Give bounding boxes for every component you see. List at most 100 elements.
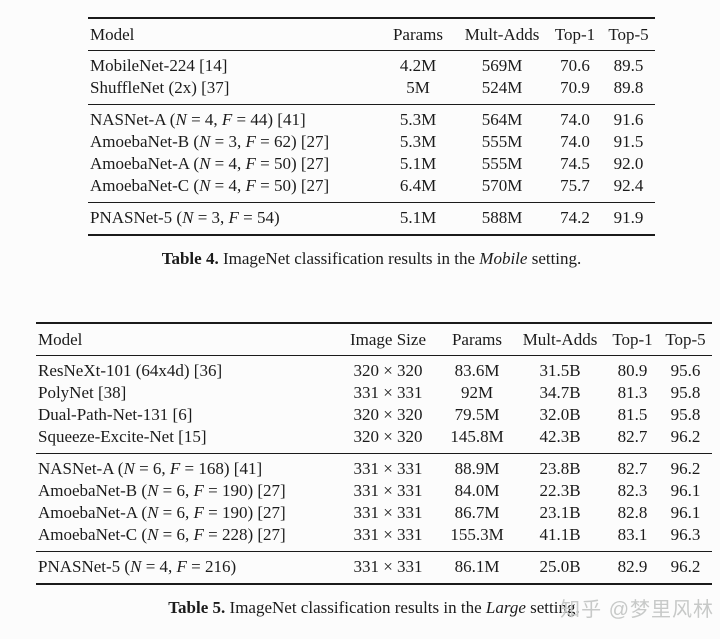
table4-caption-setting: Mobile xyxy=(479,249,528,268)
table5-header: Model Image Size Params Mult-Adds Top-1 … xyxy=(36,323,712,356)
params-cell: 86.7M xyxy=(454,503,500,522)
multadds-cell: 564M xyxy=(481,110,523,129)
top1-cell: 82.3 xyxy=(617,481,648,500)
table-row: PNASNet-5 (N = 3, F = 54) 5.1M 588M 74.2… xyxy=(88,203,655,236)
column-header-params: Params xyxy=(380,18,456,51)
image-size-cell: 320 × 320 xyxy=(353,405,423,424)
top1-cell: 70.9 xyxy=(560,78,590,97)
table-row: AmoebaNet-A (N = 4, F = 50) [27] 5.1M 55… xyxy=(88,153,655,175)
model-cell: AmoebaNet-B (N = 3, F = 62) [27] xyxy=(90,132,330,151)
image-size-cell: 320 × 320 xyxy=(353,361,423,380)
top5-cell: 89.8 xyxy=(613,78,644,97)
top5-cell: 95.6 xyxy=(670,361,701,380)
top5-cell: 89.5 xyxy=(613,56,644,75)
top1-cell: 82.8 xyxy=(617,503,648,522)
table-row: NASNet-A (N = 6, F = 168) [41] 331 × 331… xyxy=(36,454,712,481)
multadds-cell: 569M xyxy=(481,56,523,75)
image-size-cell: 331 × 331 xyxy=(353,503,423,522)
top1-cell: 83.1 xyxy=(617,525,648,544)
column-header-image-size: Image Size xyxy=(336,323,440,356)
table-header-row: Model Image Size Params Mult-Adds Top-1 … xyxy=(36,323,712,356)
model-cell: ShuffleNet (2x) [37] xyxy=(90,78,230,97)
table5-group-pnasnet: PNASNet-5 (N = 4, F = 216) 331 × 331 86.… xyxy=(36,551,712,585)
top1-cell: 74.0 xyxy=(560,110,590,129)
table-header-row: Model Params Mult-Adds Top-1 Top-5 xyxy=(88,18,655,51)
multadds-cell: 41.1B xyxy=(539,525,581,544)
table4-caption-end: setting. xyxy=(527,249,582,268)
multadds-cell: 32.0B xyxy=(539,405,581,424)
table5-large-setting: Model Image Size Params Mult-Adds Top-1 … xyxy=(36,322,712,618)
params-cell: 5.3M xyxy=(399,110,437,129)
table4-mobile-setting: Model Params Mult-Adds Top-1 Top-5 Mobil… xyxy=(88,17,655,269)
model-cell: ResNeXt-101 (64x4d) [36] xyxy=(38,361,223,380)
table4-caption: Table 4. ImageNet classification results… xyxy=(88,249,655,269)
table-row: AmoebaNet-C (N = 4, F = 50) [27] 6.4M 57… xyxy=(88,175,655,203)
model-cell: AmoebaNet-A (N = 6, F = 190) [27] xyxy=(38,503,286,522)
top5-cell: 96.2 xyxy=(670,557,701,576)
top5-cell: 95.8 xyxy=(670,383,701,402)
model-cell: PNASNet-5 (N = 4, F = 216) xyxy=(38,557,237,576)
top1-cell: 75.7 xyxy=(560,176,590,195)
multadds-cell: 42.3B xyxy=(539,427,581,446)
model-cell: PNASNet-5 (N = 3, F = 54) xyxy=(90,208,280,227)
table5-caption-setting: Large xyxy=(485,598,526,617)
top5-cell: 91.5 xyxy=(613,132,644,151)
params-cell: 86.1M xyxy=(454,557,500,576)
table-row: ResNeXt-101 (64x4d) [36] 320 × 320 83.6M… xyxy=(36,356,712,383)
multadds-cell: 524M xyxy=(481,78,523,97)
top1-cell: 82.7 xyxy=(617,459,648,478)
multadds-cell: 555M xyxy=(481,154,523,173)
top1-cell: 70.6 xyxy=(560,56,590,75)
table5-caption-label: Table 5. xyxy=(168,598,226,617)
table-row: ShuffleNet (2x) [37] 5M 524M 70.9 89.8 xyxy=(88,77,655,105)
params-cell: 145.8M xyxy=(450,427,504,446)
top5-cell: 95.8 xyxy=(670,405,701,424)
top1-cell: 82.7 xyxy=(617,427,648,446)
table4-caption-label: Table 4. xyxy=(161,249,219,268)
params-cell: 155.3M xyxy=(450,525,504,544)
top5-cell: 96.1 xyxy=(670,503,701,522)
table4: Model Params Mult-Adds Top-1 Top-5 Mobil… xyxy=(88,17,655,236)
model-cell: NASNet-A (N = 4, F = 44) [41] xyxy=(90,110,306,129)
column-header-multadds: Mult-Adds xyxy=(456,18,548,51)
table-row: AmoebaNet-A (N = 6, F = 190) [27] 331 × … xyxy=(36,502,712,524)
multadds-cell: 23.8B xyxy=(539,459,581,478)
table4-group-pnasnet: PNASNet-5 (N = 3, F = 54) 5.1M 588M 74.2… xyxy=(88,202,655,236)
params-cell: 5.1M xyxy=(399,154,437,173)
top5-cell: 91.6 xyxy=(613,110,644,129)
top5-cell: 96.2 xyxy=(670,427,701,446)
model-cell: AmoebaNet-C (N = 6, F = 228) [27] xyxy=(38,525,286,544)
column-header-params: Params xyxy=(440,323,514,356)
table-row: AmoebaNet-B (N = 6, F = 190) [27] 331 × … xyxy=(36,480,712,502)
image-size-cell: 331 × 331 xyxy=(353,459,423,478)
image-size-cell: 331 × 331 xyxy=(353,481,423,500)
multadds-cell: 555M xyxy=(481,132,523,151)
top1-cell: 74.5 xyxy=(560,154,590,173)
params-cell: 5.1M xyxy=(399,208,437,227)
column-header-top5: Top-5 xyxy=(659,323,712,356)
image-size-cell: 320 × 320 xyxy=(353,427,423,446)
column-header-model: Model xyxy=(88,18,380,51)
top5-cell: 92.4 xyxy=(613,176,644,195)
column-header-top5: Top-5 xyxy=(602,18,655,51)
image-size-cell: 331 × 331 xyxy=(353,525,423,544)
multadds-cell: 34.7B xyxy=(539,383,581,402)
multadds-cell: 31.5B xyxy=(539,361,581,380)
model-cell: Squeeze-Excite-Net [15] xyxy=(38,427,207,446)
params-cell: 88.9M xyxy=(454,459,500,478)
multadds-cell: 25.0B xyxy=(539,557,581,576)
image-size-cell: 331 × 331 xyxy=(353,383,423,402)
top5-cell: 96.1 xyxy=(670,481,701,500)
table4-caption-text: ImageNet classification results in the xyxy=(218,249,480,268)
params-cell: 5M xyxy=(406,78,430,97)
top1-cell: 80.9 xyxy=(617,361,648,380)
table5-caption-end: setting. xyxy=(525,598,580,617)
params-cell: 83.6M xyxy=(454,361,500,380)
column-header-multadds: Mult-Adds xyxy=(514,323,606,356)
model-cell: AmoebaNet-C (N = 4, F = 50) [27] xyxy=(90,176,330,195)
model-cell: Dual-Path-Net-131 [6] xyxy=(38,405,193,424)
top1-cell: 74.2 xyxy=(560,208,590,227)
table5-group-baselines: ResNeXt-101 (64x4d) [36] 320 × 320 83.6M… xyxy=(36,356,712,454)
table-row: AmoebaNet-B (N = 3, F = 62) [27] 5.3M 55… xyxy=(88,131,655,153)
